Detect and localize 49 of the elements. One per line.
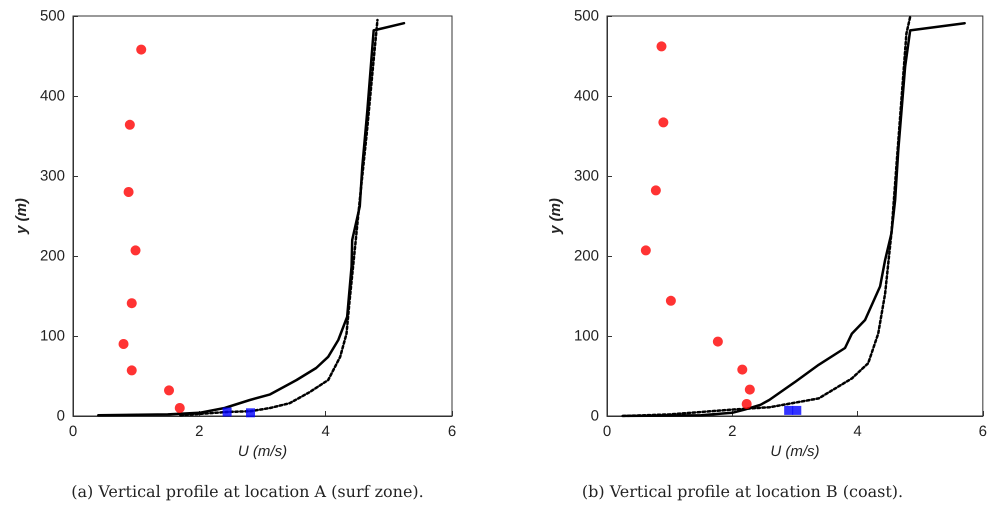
- point: [666, 296, 676, 306]
- point: [124, 120, 135, 130]
- y-tick-label: 300: [40, 168, 65, 184]
- x-tick-label: 6: [448, 423, 456, 440]
- point: [222, 408, 232, 416]
- y-tick-label: 300: [574, 168, 599, 184]
- x-tick-label: 6: [978, 423, 987, 440]
- text: (b) Vertical profile at location B (coast).: [580, 482, 904, 501]
- point: [164, 385, 174, 396]
- y-tick-label: 400: [40, 88, 65, 104]
- x-tick-label: 2: [195, 423, 204, 440]
- y-tick-label: 500: [574, 8, 599, 24]
- point: [246, 408, 255, 418]
- y-tick-label: 500: [40, 8, 65, 24]
- point: [130, 245, 141, 256]
- point: [656, 41, 666, 52]
- point: [126, 298, 137, 308]
- x-tick-label: 2: [728, 423, 736, 440]
- point: [792, 406, 802, 415]
- x-axis-title: U (m/s): [238, 442, 288, 460]
- point: [118, 339, 129, 349]
- x-tick-label: 4: [321, 423, 330, 440]
- point: [658, 117, 668, 128]
- line-series: [97, 22, 406, 416]
- point: [124, 187, 134, 197]
- point: [126, 365, 137, 376]
- y-tick-label: 0: [56, 408, 65, 424]
- point: [744, 384, 755, 395]
- x-axis-title: U (m/s): [770, 442, 820, 460]
- point: [712, 336, 723, 347]
- point: [650, 185, 661, 196]
- x-tick-label: 0: [602, 423, 612, 440]
- y-tick-label: 200: [40, 248, 65, 264]
- text: (a) Vertical profile at location A (surf zone).: [70, 482, 425, 501]
- point: [737, 364, 748, 375]
- point: [174, 403, 185, 413]
- y-tick-label: 0: [590, 408, 599, 424]
- point: [640, 245, 651, 256]
- x-tick-label: 4: [853, 423, 862, 440]
- y-tick-label: 400: [574, 88, 599, 104]
- y-tick-label: 200: [574, 248, 599, 264]
- y-axis-title: y (m): [13, 198, 30, 235]
- point: [742, 399, 752, 409]
- point: [784, 406, 794, 415]
- x-tick-label: 0: [68, 423, 78, 440]
- point: [136, 44, 146, 55]
- y-axis-title: y (m): [547, 198, 564, 235]
- y-tick-label: 100: [40, 328, 65, 344]
- y-tick-label: 100: [574, 328, 599, 344]
